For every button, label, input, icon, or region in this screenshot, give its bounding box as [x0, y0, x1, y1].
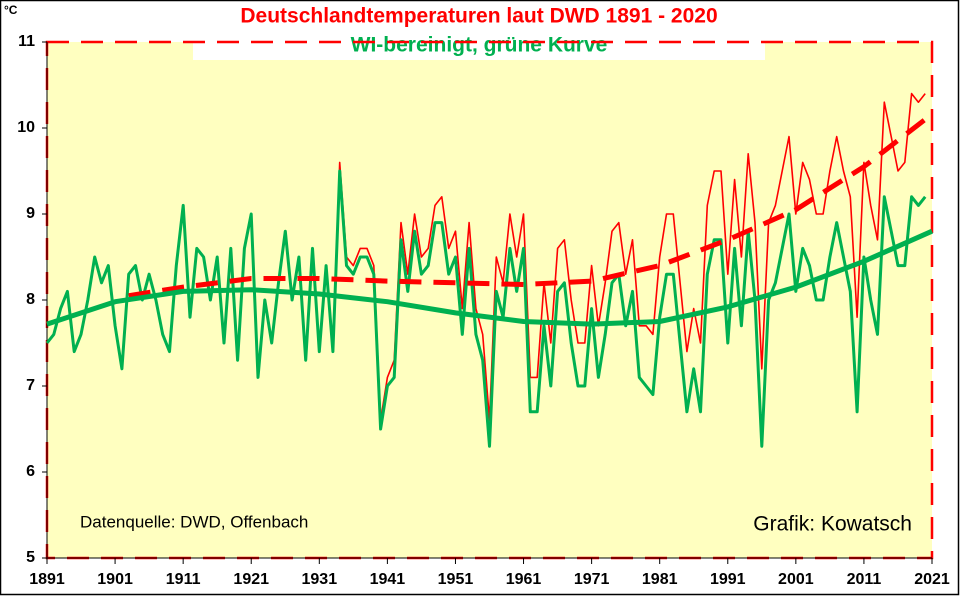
y-tick-label: 5 [26, 549, 35, 566]
x-tick-label: 1921 [233, 571, 269, 588]
x-tick-label: 1981 [642, 571, 678, 588]
chart-subtitle: WI-bereinigt, grüne Kurve [351, 34, 608, 57]
x-tick-label: 1971 [574, 571, 610, 588]
y-tick-label: 10 [17, 119, 35, 136]
x-tick-label: 2001 [778, 571, 814, 588]
x-tick-label: 1961 [506, 571, 542, 588]
x-tick-label: 1941 [370, 571, 406, 588]
y-tick-label: 11 [18, 33, 35, 50]
x-tick-label: 1951 [438, 571, 474, 588]
annotation: Datenquelle: DWD, Offenbach [80, 512, 308, 531]
x-tick-label: 1911 [166, 571, 201, 588]
series-line [46, 228, 934, 327]
series-line [45, 169, 927, 448]
y-tick-label: 7 [26, 377, 35, 394]
plot-area [47, 42, 932, 558]
x-tick-label: 1991 [710, 571, 746, 588]
y-tick-label: 8 [26, 291, 35, 308]
x-tick-label: 1891 [29, 571, 65, 588]
trend-line [128, 117, 927, 299]
y-tick-label: 6 [26, 463, 35, 480]
y-tick-label: 9 [26, 205, 35, 222]
annotation: Grafik: Kowatsch [753, 513, 912, 536]
x-tick-label: 2021 [914, 571, 950, 588]
x-tick-label: 1901 [97, 571, 133, 588]
title-box [193, 2, 765, 60]
chart-title: Deutschlandtemperaturen laut DWD 1891 - … [240, 5, 717, 28]
x-tick-label: 1931 [302, 571, 338, 588]
y-unit: °C [4, 3, 18, 17]
x-tick-label: 2011 [847, 571, 882, 588]
